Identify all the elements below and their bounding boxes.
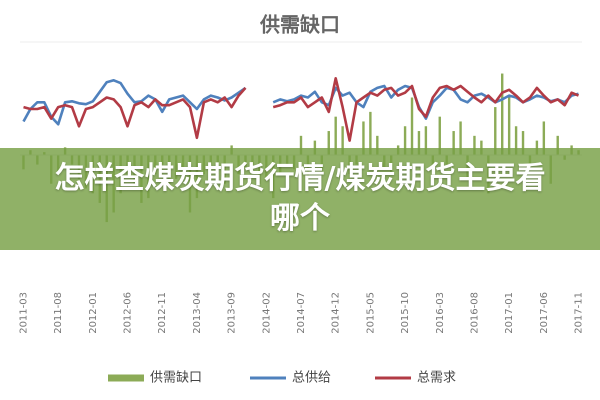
x-tick-label: 2017-11 bbox=[574, 292, 585, 334]
x-tick-label: 2014-12 bbox=[331, 292, 342, 334]
bar bbox=[313, 140, 317, 155]
line bbox=[23, 87, 247, 140]
bar bbox=[424, 126, 428, 155]
x-tick-label: 2013-04 bbox=[192, 292, 203, 334]
bar bbox=[376, 135, 379, 155]
bar bbox=[535, 140, 539, 155]
legend-label: 供需缺口 bbox=[150, 371, 202, 386]
x-tick-label: 2011-08 bbox=[53, 292, 64, 334]
bar bbox=[473, 135, 476, 155]
x-tick-label: 2016-08 bbox=[469, 292, 480, 334]
legend-label: 总供给 bbox=[292, 371, 331, 386]
chart-title: 供需缺口 bbox=[259, 13, 340, 37]
bar bbox=[556, 135, 559, 155]
line bbox=[272, 77, 580, 142]
x-tick-label: 2016-03 bbox=[435, 292, 446, 334]
bar bbox=[438, 116, 441, 155]
banner-text: 怎样查煤炭期货行情/煤炭期货主要看哪个 bbox=[54, 161, 546, 236]
x-tick-label: 2017-06 bbox=[539, 292, 550, 334]
bar bbox=[410, 97, 414, 155]
x-tick-label: 2012-01 bbox=[88, 292, 99, 334]
bar bbox=[521, 131, 525, 155]
banner: 怎样查煤炭期货行情/煤炭期货主要看哪个 bbox=[0, 148, 600, 250]
x-tick-label: 2014-02 bbox=[261, 292, 272, 334]
x-tick-label: 2011-03 bbox=[18, 292, 29, 334]
bar bbox=[299, 135, 303, 155]
bar bbox=[369, 111, 372, 155]
bar bbox=[327, 131, 330, 155]
bar bbox=[507, 97, 511, 155]
x-tick-label: 2014-07 bbox=[296, 292, 307, 334]
bar bbox=[480, 140, 483, 155]
x-tick-label: 2012-11 bbox=[157, 292, 168, 334]
x-tick-label: 2015-10 bbox=[400, 292, 411, 334]
bar bbox=[459, 121, 462, 155]
bar bbox=[494, 107, 497, 155]
x-tick-label: 2012-06 bbox=[123, 292, 134, 334]
bar bbox=[542, 121, 546, 155]
bar bbox=[417, 131, 421, 155]
bar bbox=[501, 73, 504, 155]
bar bbox=[452, 131, 455, 155]
bar bbox=[514, 126, 518, 155]
bar bbox=[341, 126, 344, 155]
bar bbox=[362, 121, 365, 155]
bar bbox=[334, 116, 337, 155]
x-tick-label: 2013-09 bbox=[227, 292, 238, 334]
bar bbox=[403, 126, 407, 155]
line bbox=[22, 79, 247, 126]
x-tick-label: 2015-05 bbox=[365, 292, 376, 334]
legend-label: 总需求 bbox=[417, 371, 456, 386]
x-tick-label: 2017-01 bbox=[504, 292, 515, 334]
